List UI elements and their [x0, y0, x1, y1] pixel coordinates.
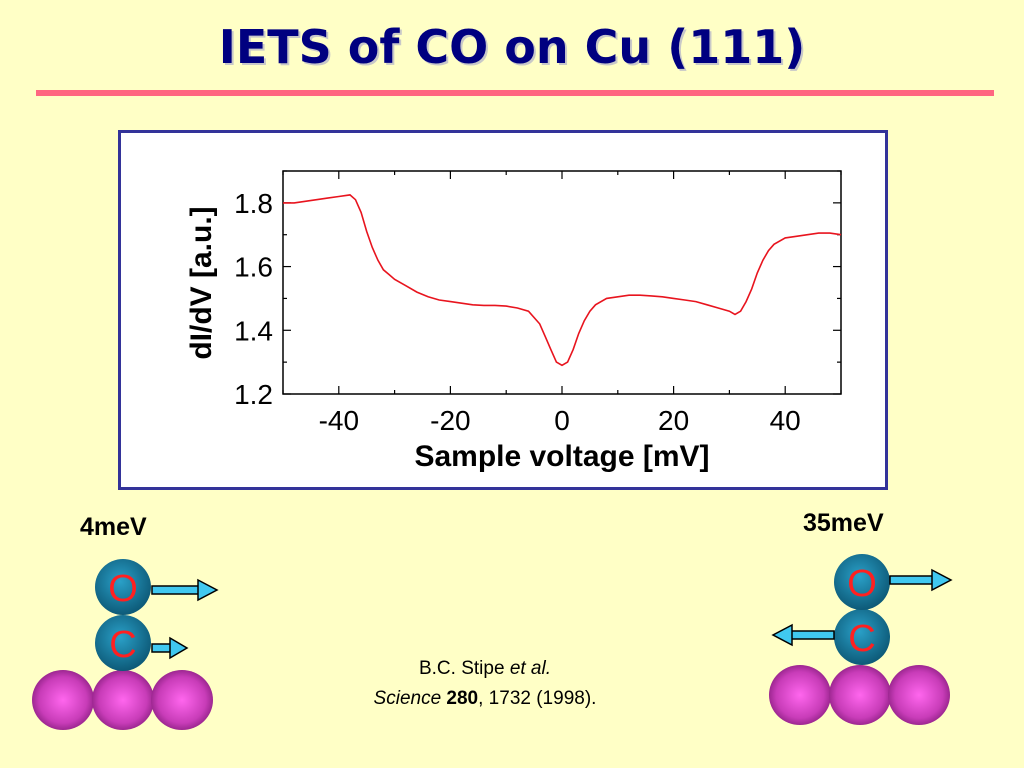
chart-frame: -40 -20 0 20 40 1.2 1.4 1.6 1.8 Sample voltage […: [118, 130, 888, 490]
arrow-right-icon: [889, 568, 953, 592]
citation-volume: 280: [446, 688, 479, 709]
x-tick-label: -40: [319, 405, 359, 436]
citation-etal: et al.: [509, 658, 552, 679]
x-axis-label: Sample voltage [mV]: [414, 440, 709, 473]
y-tick-label: 1.6: [234, 252, 273, 283]
surface-atom: [769, 665, 831, 725]
surface-atom: [151, 670, 213, 730]
x-tick-label: 20: [658, 405, 689, 436]
carbon-atom: [95, 615, 151, 671]
oxygen-label: O: [108, 568, 138, 610]
surface-atom: [888, 665, 950, 725]
x-tick-label: -20: [430, 405, 470, 436]
iets-spectrum-chart: -40 -20 0 20 40 1.2 1.4 1.6 1.8 Sample voltage […: [185, 170, 842, 473]
oxygen-label: O: [847, 563, 877, 605]
mode-2-energy-label: 35meV: [803, 509, 884, 537]
y-tick-label: 1.2: [234, 379, 273, 410]
carbon-label: C: [848, 618, 875, 660]
y-tick-label: 1.8: [234, 188, 273, 219]
carbon-label: C: [109, 624, 136, 666]
arrow-right-icon: [151, 578, 219, 602]
surface-atom: [92, 670, 154, 730]
citation-pages-year: , 1732 (1998).: [478, 688, 597, 709]
x-tick-label: 0: [554, 405, 570, 436]
citation: B.C. Stipe et al. Science 280, 1732 (199…: [300, 654, 670, 714]
oxygen-atom: [834, 554, 890, 610]
citation-author: B.C. Stipe: [418, 658, 510, 679]
arrow-right-icon: [151, 636, 189, 660]
slide-title: IETS of CO on Cu (111): [218, 20, 806, 74]
oxygen-atom: [95, 559, 151, 615]
mode-1-energy-label: 4meV: [80, 513, 147, 541]
surface-atom: [829, 665, 891, 725]
plot-area: [282, 170, 842, 395]
arrow-left-icon: [771, 623, 835, 647]
surface-atom: [32, 670, 94, 730]
carbon-atom: [834, 609, 890, 665]
x-tick-label: 40: [770, 405, 801, 436]
y-tick-label: 1.4: [234, 315, 273, 346]
title-divider: [36, 90, 994, 96]
citation-journal: Science: [373, 688, 447, 709]
didv-curve: [283, 194, 842, 367]
y-axis-label: dI/dV [a.u.]: [185, 206, 218, 359]
